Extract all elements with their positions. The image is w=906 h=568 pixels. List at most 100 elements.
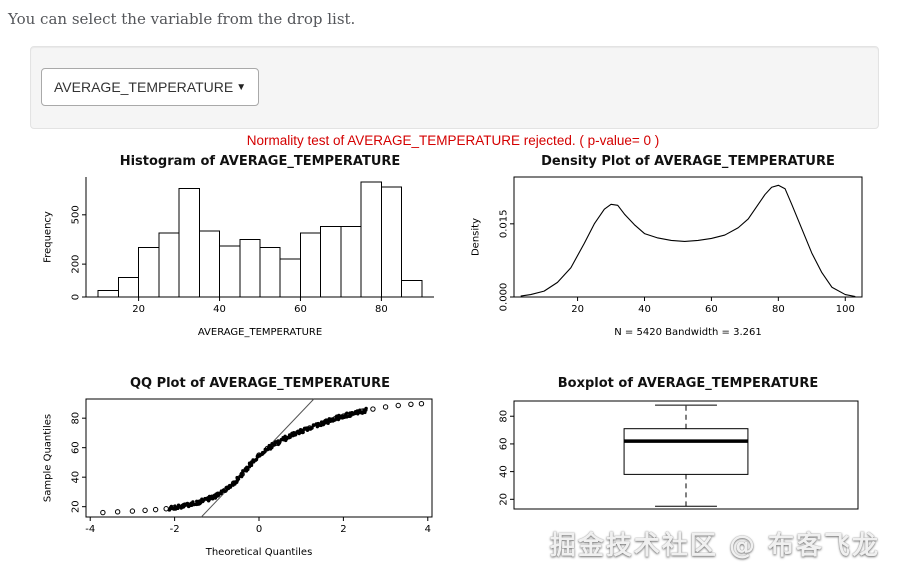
boxplot-panel: Boxplot of AVERAGE_TEMPERATURE 20 40 60 80 xyxy=(453,376,881,563)
qq-point xyxy=(349,411,355,417)
qq-point xyxy=(264,445,271,452)
qq-point xyxy=(240,472,244,477)
variable-select-panel: AVERAGE_TEMPERATURE ▼ xyxy=(30,46,879,129)
qq-point xyxy=(129,508,136,514)
qq-title: QQ Plot of AVERAGE_TEMPERATURE xyxy=(129,376,391,391)
tick-label: 4 xyxy=(425,524,431,535)
qq-point xyxy=(345,411,349,415)
qq-point xyxy=(418,401,425,407)
qq-point xyxy=(382,404,389,410)
qq-point xyxy=(236,477,241,481)
tick-label: 200 xyxy=(71,255,82,274)
histogram-bar xyxy=(97,289,119,298)
qq-point xyxy=(191,500,195,504)
qq-point xyxy=(370,406,376,412)
tick-label: -4 xyxy=(85,524,95,535)
qq-point xyxy=(395,402,401,409)
histogram-bar xyxy=(158,232,180,298)
tick-label: 100 xyxy=(836,304,855,315)
qq-point xyxy=(254,457,259,462)
tick-label: 20 xyxy=(571,304,584,315)
y-axis-label: Density xyxy=(471,218,482,256)
qq-point xyxy=(273,440,279,446)
watermark: 掘金技术社区 @ 布客飞龙 xyxy=(549,531,880,561)
caret-down-icon: ▼ xyxy=(236,81,247,93)
qq-point xyxy=(340,413,347,419)
qq-point xyxy=(315,421,321,428)
histogram-bar xyxy=(198,230,221,298)
histogram-bar xyxy=(299,232,322,298)
tick-label: 0 xyxy=(256,524,262,535)
plot-frame xyxy=(513,400,859,510)
intro-text: You can select the variable from the dro… xyxy=(8,10,356,28)
tick-label: 40 xyxy=(638,304,651,315)
qq-point xyxy=(210,496,215,500)
x-axis-label: N = 5420 Bandwidth = 3.261 xyxy=(614,327,761,338)
tick-label: 80 xyxy=(71,412,82,425)
qq-point xyxy=(222,487,228,493)
tick-label: 0 xyxy=(71,294,82,300)
y-axis-label: Sample Quantiles xyxy=(43,414,54,502)
qq-point xyxy=(323,419,330,425)
histogram-bar xyxy=(360,181,382,298)
boxplot-title: Boxplot of AVERAGE_TEMPERATURE xyxy=(557,376,819,391)
histogram-bar xyxy=(219,245,241,298)
density-title: Density Plot of AVERAGE_TEMPERATURE xyxy=(541,154,835,169)
tick-label: 2 xyxy=(340,524,346,535)
qq-point xyxy=(239,471,245,477)
tick-label: 60 xyxy=(294,304,307,315)
tick-label: 40 xyxy=(499,465,510,478)
histogram-bar xyxy=(279,258,301,298)
tick-label: 40 xyxy=(213,304,226,315)
histogram-title: Histogram of AVERAGE_TEMPERATURE xyxy=(119,154,401,169)
qq-point xyxy=(290,431,296,438)
qq-point xyxy=(230,480,237,486)
qq-point xyxy=(311,423,316,427)
qq-point xyxy=(197,499,203,505)
qq-point xyxy=(364,406,368,411)
histogram-plot: 20 40 60 80 0 200 500 AVERAGE_TEMPERATURE Freque… xyxy=(43,177,434,338)
tick-label: 60 xyxy=(499,438,510,451)
density-plot: 20 40 60 80 100 0.000 0.015 N = 5420 Bandwidth … xyxy=(471,176,863,338)
plot-frame xyxy=(513,176,863,298)
tick-label: 60 xyxy=(71,441,82,454)
tick-label: 20 xyxy=(71,500,82,513)
tick-label: 80 xyxy=(375,304,388,315)
density-curve xyxy=(520,184,856,298)
tick-label: 500 xyxy=(71,205,82,224)
histogram-bar xyxy=(117,276,140,298)
qq-point xyxy=(214,492,220,498)
qq-point xyxy=(142,507,148,514)
tick-label: 0.015 xyxy=(499,210,510,239)
boxplot-plot: 20 40 60 80 xyxy=(499,400,859,510)
tick-label: 80 xyxy=(499,410,510,423)
charts-grid: Histogram of AVERAGE_TEMPERATURE 20 40 60 8… xyxy=(25,154,881,563)
histogram-panel: Histogram of AVERAGE_TEMPERATURE 20 40 60 8… xyxy=(25,154,453,343)
qq-point xyxy=(171,504,178,511)
qq-point xyxy=(359,408,366,414)
histogram-bar xyxy=(138,247,160,298)
qq-plot: -4 -2 0 2 4 20 40 60 80 Theoretical Quantiles Samp… xyxy=(43,398,433,558)
qq-point xyxy=(114,509,121,515)
qq-point xyxy=(306,425,313,431)
tick-label: 20 xyxy=(499,493,510,506)
qq-point xyxy=(332,416,338,422)
qq-point xyxy=(408,401,414,408)
histogram-bar xyxy=(239,238,261,298)
variable-dropdown[interactable]: AVERAGE_TEMPERATURE ▼ xyxy=(41,68,260,106)
qq-point xyxy=(245,465,249,470)
qq-point xyxy=(152,506,159,513)
normality-test-message: Normality test of AVERAGE_TEMPERATURE re… xyxy=(246,133,660,148)
qq-point xyxy=(100,509,106,516)
tick-label: 40 xyxy=(71,471,82,484)
qq-panel: QQ Plot of AVERAGE_TEMPERATURE -4 -2 0 2 4 20… xyxy=(25,376,453,563)
qq-point xyxy=(188,501,195,508)
plot-frame xyxy=(85,398,433,518)
histogram-bar xyxy=(380,186,403,298)
histogram-bar xyxy=(401,280,423,298)
histogram-bar xyxy=(340,225,362,298)
tick-label: -2 xyxy=(170,524,180,535)
qq-point xyxy=(205,496,212,502)
qq-point xyxy=(298,428,304,434)
